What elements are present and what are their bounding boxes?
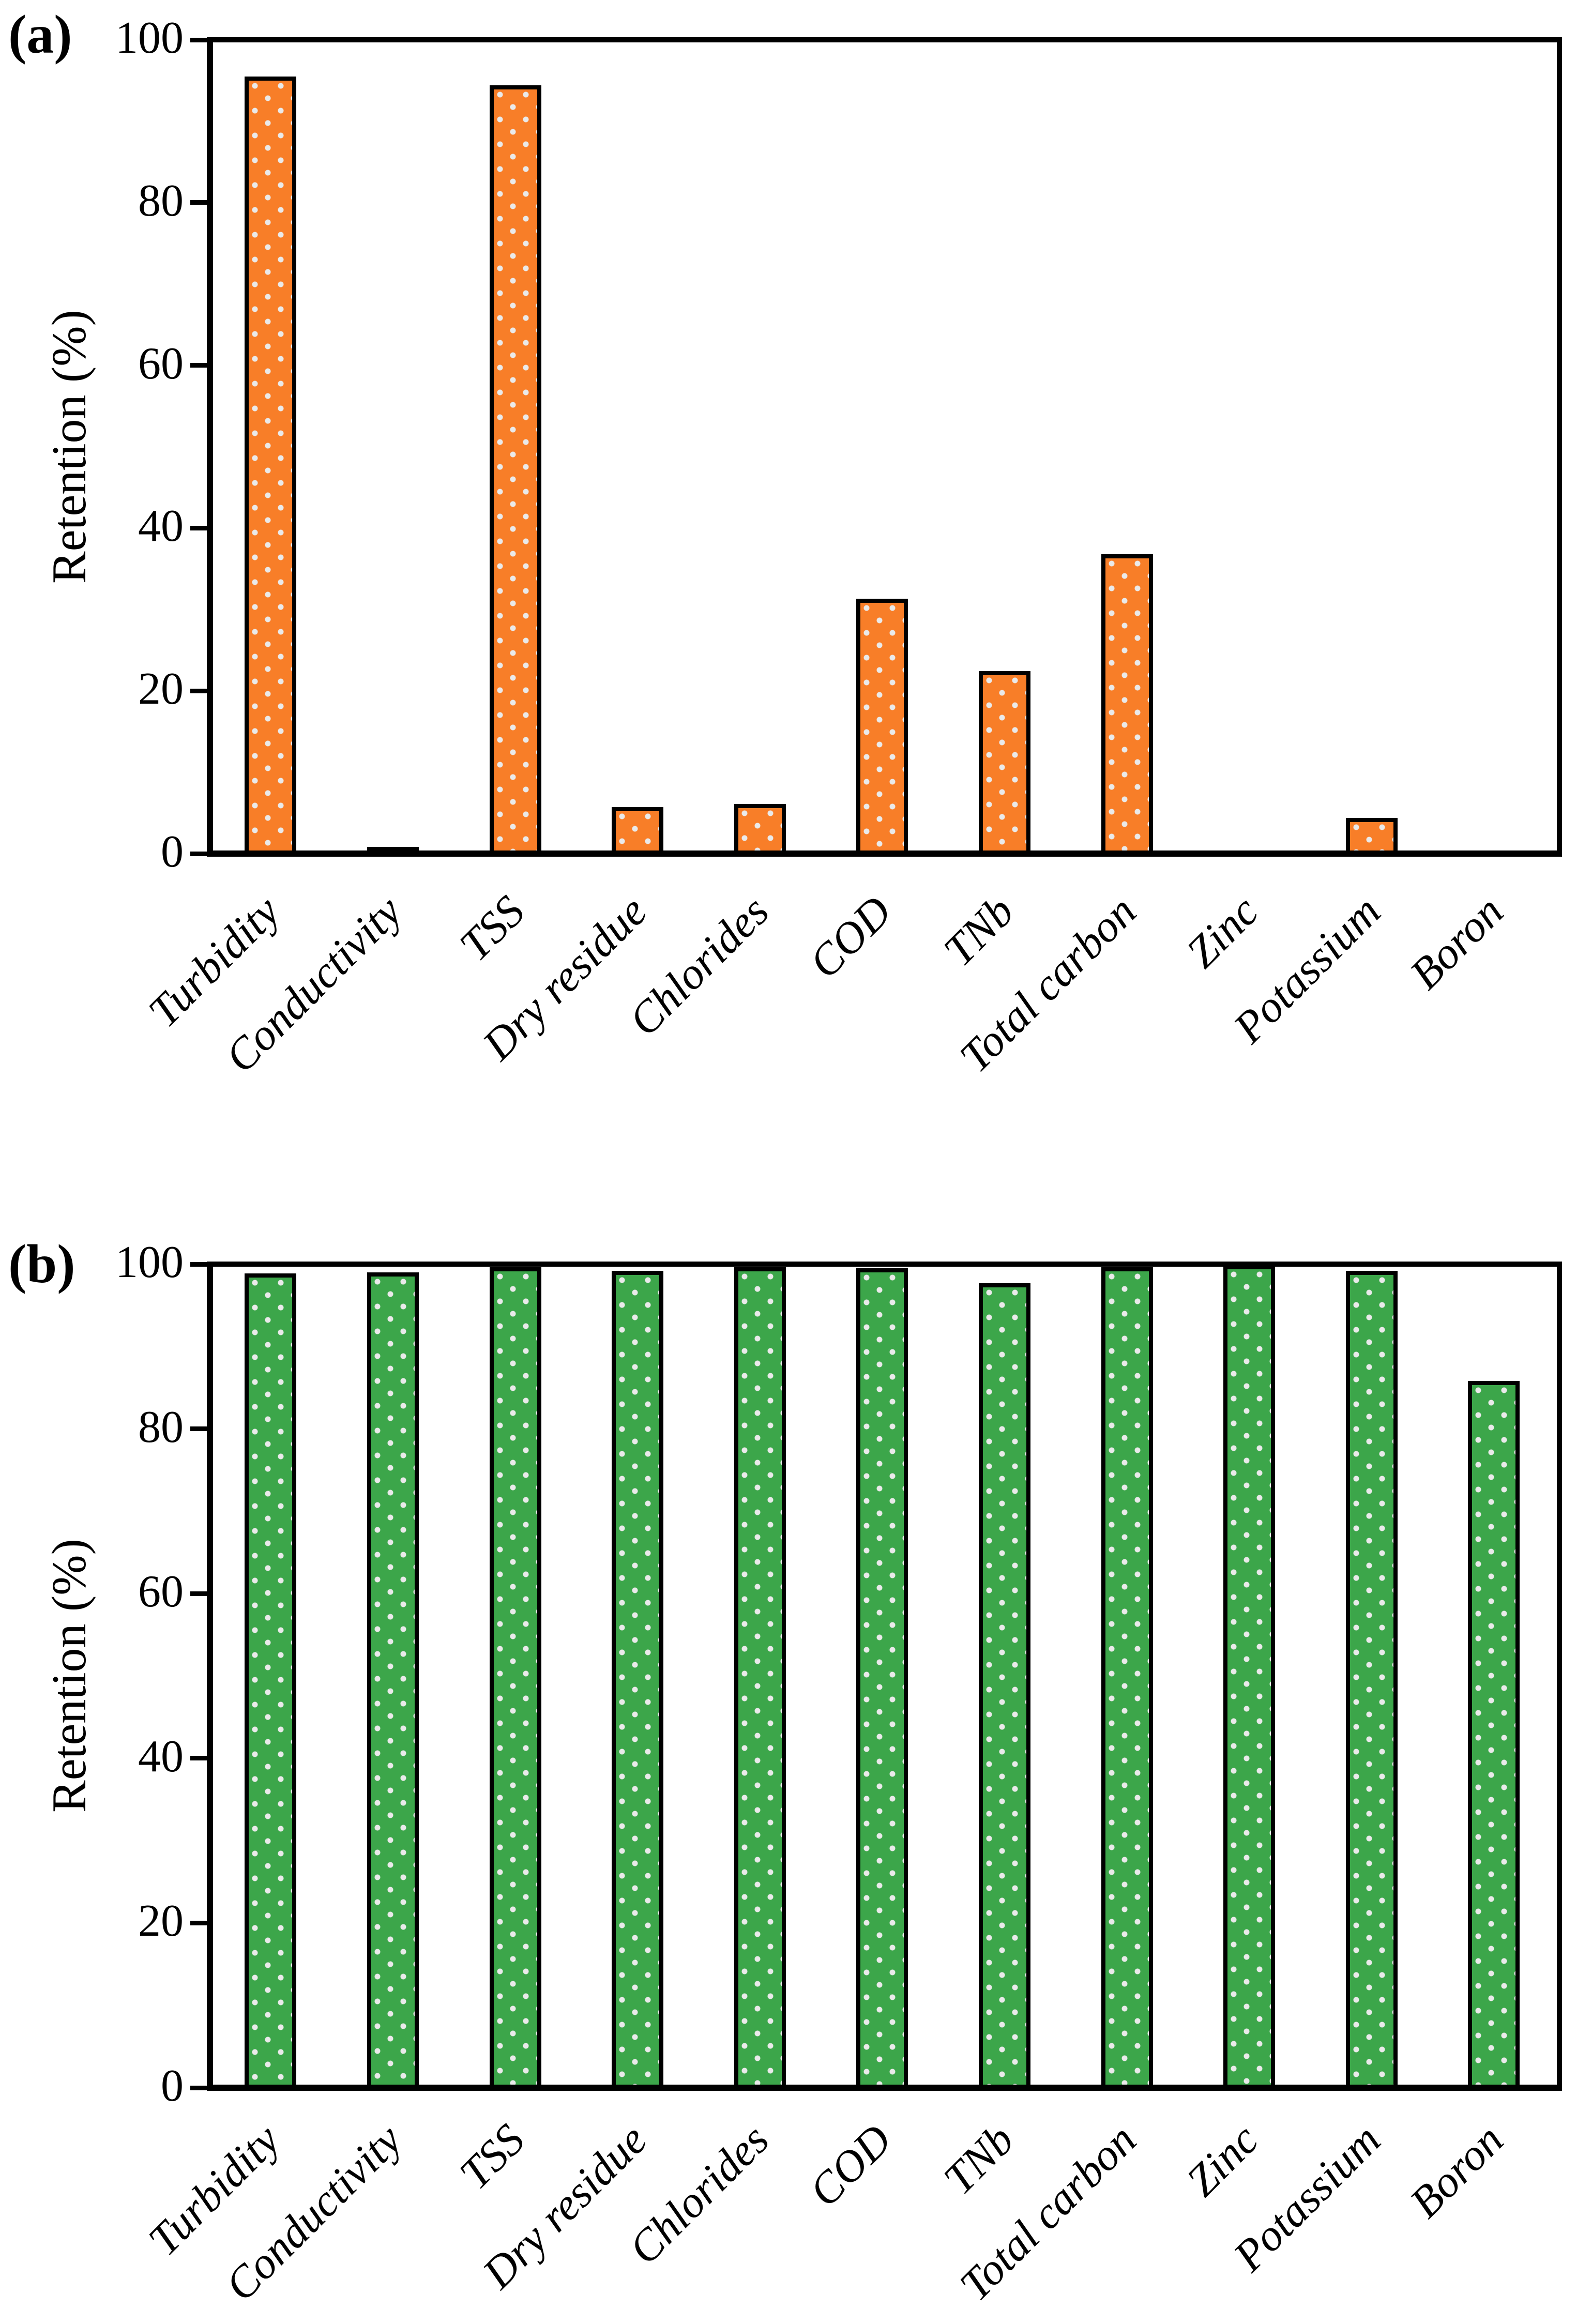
bar-cod-b (856, 1268, 908, 2091)
bar-boron-b (1468, 1381, 1520, 2091)
panel-label-b: (b) (8, 1234, 75, 1294)
y-tick-label-b: 100 (115, 1237, 184, 1287)
bar-turbidity-a (245, 76, 297, 857)
bar-chlorides-a (734, 803, 786, 857)
bar-chlorides-b (734, 1267, 786, 2091)
y-tick-a (190, 525, 207, 530)
bar-dry-residue-b (612, 1270, 664, 2091)
bar-conductivity-b (367, 1272, 419, 2091)
y-tick-b (190, 1262, 207, 1267)
y-tick-a (190, 851, 207, 856)
y-tick-label-b: 0 (161, 2061, 184, 2111)
y-tick-label-a: 0 (161, 827, 184, 877)
x-category-label-a: TSS (449, 886, 534, 970)
x-category-label-b: Boron (1400, 2114, 1513, 2227)
x-category-label-a: Boron (1400, 886, 1513, 999)
y-tick-label-a: 100 (115, 13, 184, 63)
y-tick-label-a: 40 (138, 501, 184, 552)
y-tick-b (190, 2085, 207, 2090)
bar-potassium-b (1345, 1270, 1398, 2091)
y-axis-title-b: Retention (%) (42, 1539, 96, 1813)
bar-tss-b (489, 1267, 541, 2091)
panel-label-a: (a) (8, 4, 72, 65)
bar-zinc-b (1223, 1265, 1276, 2091)
y-tick-a (190, 688, 207, 693)
bar-potassium-a (1345, 817, 1398, 857)
x-category-label-b: TNb (933, 2114, 1023, 2204)
bar-dry-residue-a (612, 807, 664, 857)
y-tick-b (190, 1920, 207, 1925)
y-tick-label-b: 60 (138, 1567, 184, 1617)
y-tick-b (190, 1591, 207, 1596)
bar-conductivity-a (367, 847, 419, 857)
x-category-label-a: COD (799, 886, 901, 988)
bar-turbidity-b (245, 1273, 297, 2091)
x-category-label-b: TSS (449, 2114, 534, 2199)
bar-tss-a (489, 85, 541, 857)
y-tick-a (190, 200, 207, 205)
y-tick-a (190, 363, 207, 368)
y-tick-b (190, 1756, 207, 1761)
x-category-label-b: COD (799, 2114, 901, 2216)
x-category-label-a: Zinc (1176, 886, 1268, 977)
bar-total-carbon-b (1101, 1267, 1153, 2091)
y-tick-label-b: 20 (138, 1896, 184, 1947)
y-tick-a (190, 37, 207, 42)
y-tick-label-a: 80 (138, 175, 184, 226)
bar-tnb-a (978, 671, 1030, 857)
y-tick-label-b: 40 (138, 1731, 184, 1782)
bar-total-carbon-a (1101, 554, 1153, 857)
y-tick-label-a: 20 (138, 664, 184, 715)
x-category-label-b: Zinc (1176, 2114, 1268, 2206)
y-axis-title-a: Retention (%) (42, 310, 96, 584)
x-category-label-a: TNb (933, 886, 1023, 976)
bar-tnb-b (978, 1283, 1030, 2091)
y-tick-b (190, 1426, 207, 1432)
y-tick-label-b: 80 (138, 1402, 184, 1452)
bar-cod-a (856, 599, 908, 857)
y-tick-label-a: 60 (138, 338, 184, 389)
